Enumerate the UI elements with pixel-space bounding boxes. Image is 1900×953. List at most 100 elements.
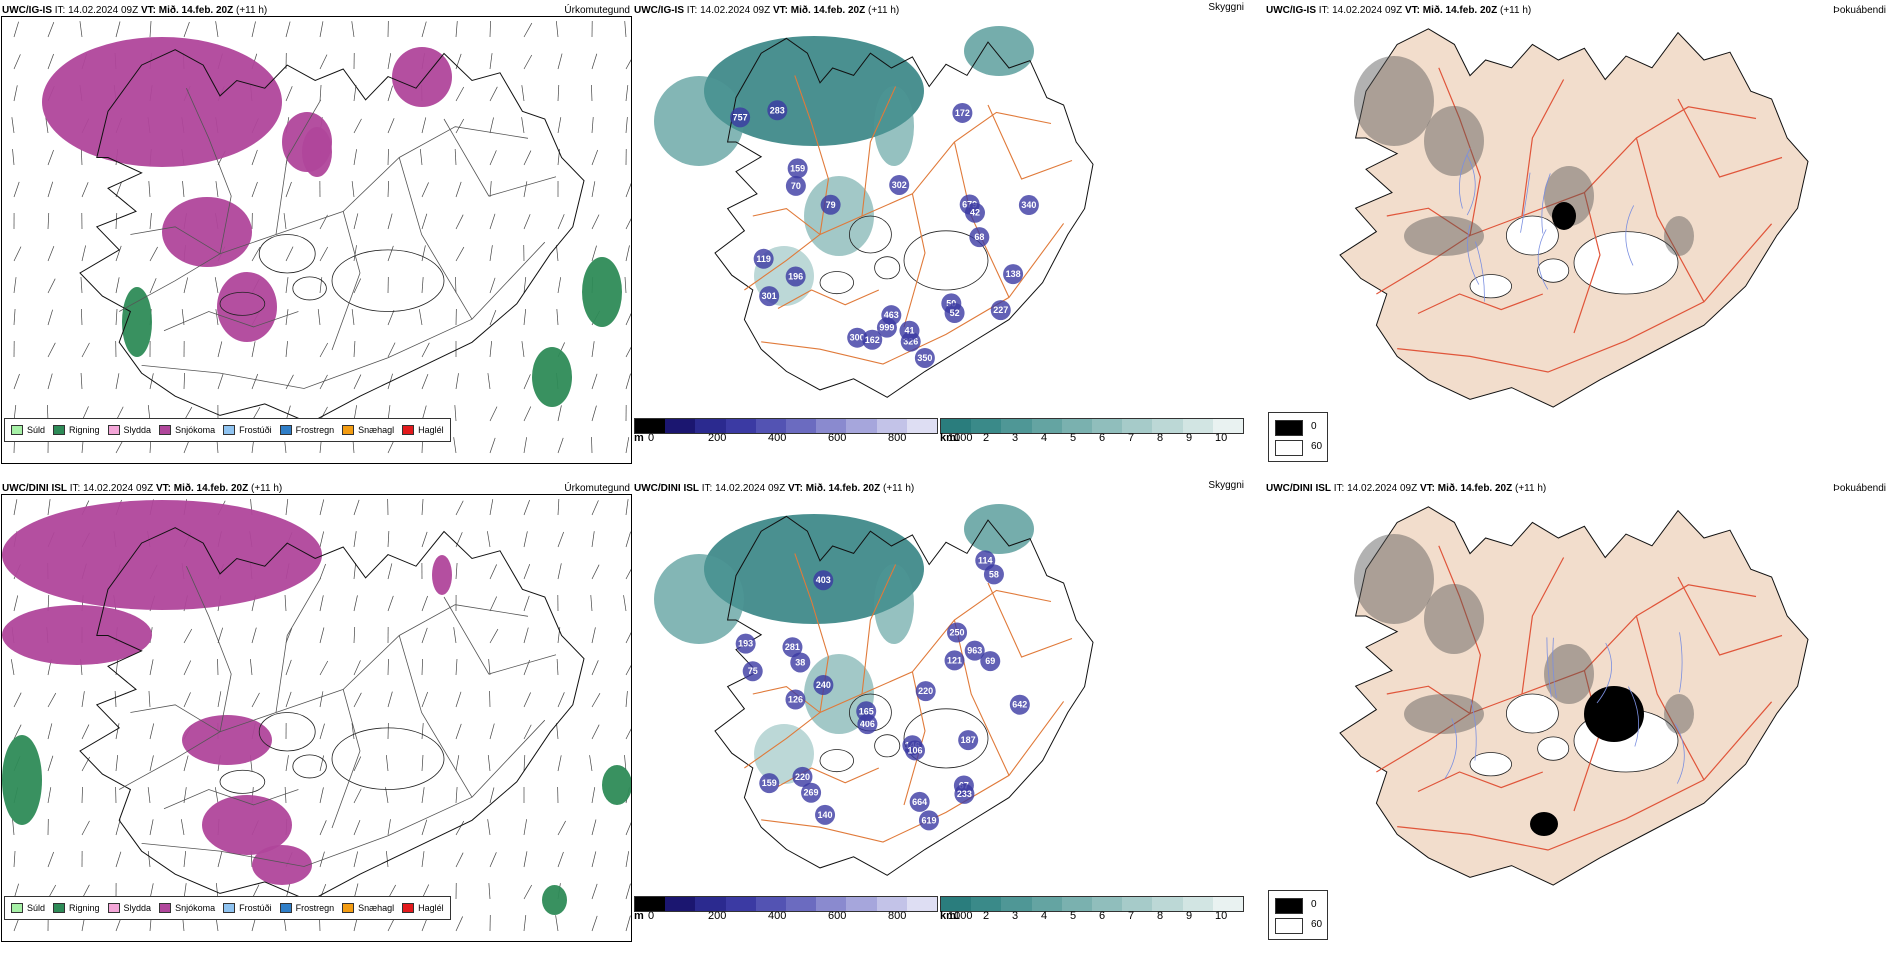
legend-item: Frostregn [280,425,335,435]
wind-barb [456,563,457,579]
wind-barb [48,279,55,293]
precip-map [2,17,632,464]
legend-swatch [342,903,354,913]
wind-barb [320,247,328,261]
wind-barb [82,343,89,357]
wind-barb [388,181,389,197]
cloudbase-value: 340 [1021,200,1036,210]
wind-barb [320,564,326,579]
wind-barb [522,117,524,133]
visibility-map: 3004633027573403019991196791591962271623… [634,16,1244,426]
wind-barb [286,86,292,101]
wind-barb [591,437,592,453]
precip-map [2,495,632,942]
wind-barb [48,22,54,37]
wind-barb [286,499,288,515]
panel-title: UWC/IG-IS IT: 14.02.2024 09Z VT: Mið. 14… [634,5,899,16]
cloudbase-value: 281 [785,642,800,652]
wind-barb [48,150,54,165]
glacier-outline [1506,216,1558,255]
wind-barb [352,181,354,197]
wind-barb [558,438,563,453]
legend-item: Frostúði [223,903,272,913]
wind-barb [524,181,527,197]
wind-barb [354,500,359,515]
wind-barb [524,23,532,37]
wind-barb [524,819,527,835]
cloudbase-value: 41 [904,326,914,336]
wind-barb [388,246,393,261]
cloudbase-value: 350 [917,353,932,363]
colorbar-step [786,419,816,433]
wind-barb [150,278,156,293]
wind-barb [82,787,83,803]
wind-barb [455,149,456,165]
wind-barb [184,22,189,37]
legend-label: Snæhagl [358,903,394,913]
colorbar-tick: 400 [768,432,786,444]
wind-barb [252,374,258,389]
wind-barb [285,787,286,803]
wind-barb [320,724,325,739]
legend-item: Snjókoma [159,903,215,913]
colorbar-tick: 600 [828,432,846,444]
precip-area [602,765,632,805]
cloudbase-value: 196 [788,271,803,281]
wind-barb [488,755,490,771]
wind-barb [181,819,184,835]
wind-barb [524,500,530,515]
cloudbase-value: 126 [788,695,803,705]
wind-barb [48,787,51,803]
wind-barb [455,277,456,293]
colorbar-step [971,897,1001,911]
wind-barb [354,149,357,165]
cloudbase-value: 220 [918,686,933,696]
wind-barb [184,277,188,293]
colorbar-tick: 4 [1041,910,1047,922]
colorbar-tick: 9 [1186,432,1192,444]
panel-title: UWC/DINI ISL IT: 14.02.2024 09Z VT: Mið.… [1266,483,1546,494]
wind-barb [422,22,426,37]
colorbar-tick: 7 [1128,432,1134,444]
legend-label: Slydda [124,903,152,913]
road-line [988,583,1072,657]
wind-barb [558,563,561,579]
wind-barb [624,595,626,611]
wind-barb [558,532,564,547]
wind-barb [592,117,593,133]
wind-barb [14,54,20,69]
wind-barb [557,723,558,739]
precip-type-panel: UWC/DINI ISL IT: 14.02.2024 09Z VT: Mið.… [0,478,634,950]
wind-barb [422,214,427,229]
glacier-outline [293,277,327,300]
cloudbase-value: 403 [816,575,831,585]
wind-barb [354,341,355,357]
colorbar-tick: 800 [888,910,906,922]
legend-swatch [223,425,235,435]
precip-area [2,500,322,610]
wind-barb [286,692,291,707]
wind-barb [354,375,361,389]
wind-barb [490,596,497,611]
glacier-outline [820,750,854,772]
wind-barb [524,885,532,899]
wind-barb [286,309,288,325]
wind-barb [456,87,464,101]
legend-label: Slydda [124,425,152,435]
colorbar-tick: 2 [983,910,989,922]
cloudbase-value: 159 [762,778,777,788]
road-line [988,105,1072,179]
wind-barb [558,405,561,421]
wind-barb [149,691,150,707]
wind-barb [388,214,392,229]
wind-barb [456,787,457,803]
wind-barb [592,660,598,675]
legend-item: Snæhagl [342,903,394,913]
cloudbase-value: 172 [955,108,970,118]
wind-barb [524,309,526,325]
fog-area [1354,56,1434,146]
fog-key: 0 60 [1268,412,1328,462]
wind-barb [488,819,490,835]
fog-core [1552,202,1576,230]
